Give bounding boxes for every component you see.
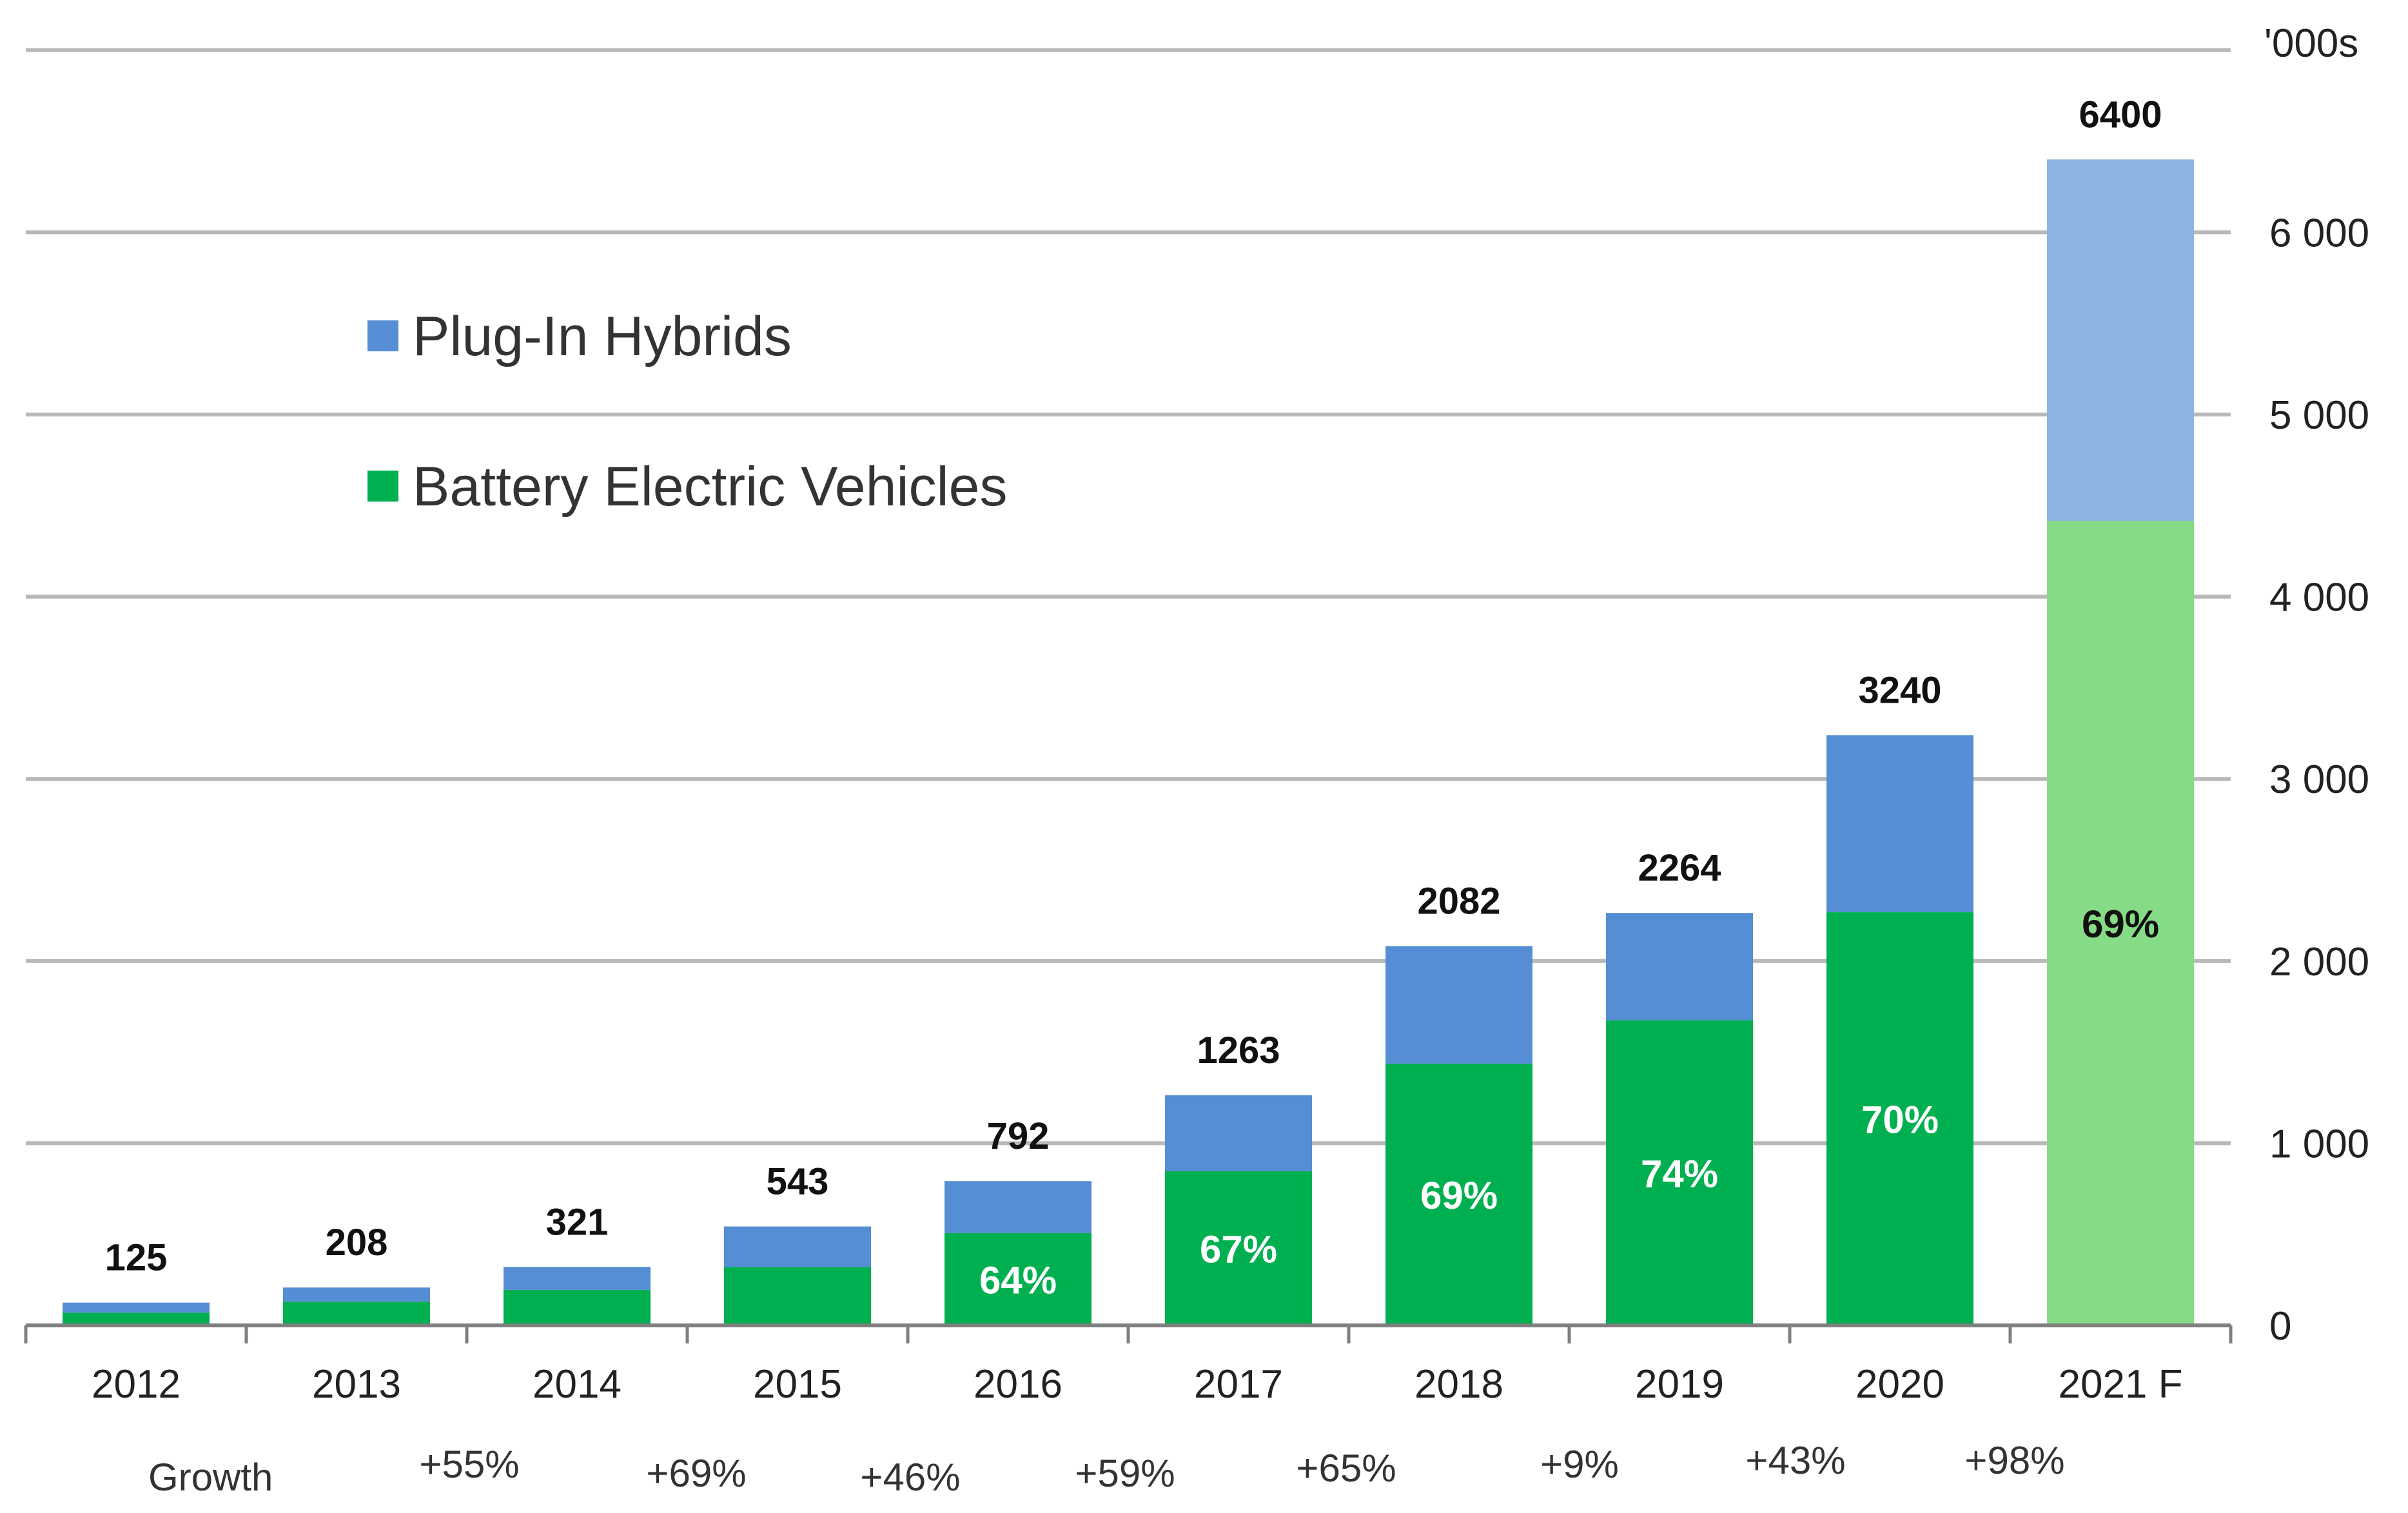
bar-bev-2019 bbox=[1606, 1020, 1753, 1325]
bar-phev-2021-f bbox=[2047, 159, 2194, 522]
x-tick-label-2016: 2016 bbox=[974, 1362, 1062, 1407]
bev-share-label-2017: 67% bbox=[1200, 1227, 1277, 1271]
bar-phev-2012 bbox=[63, 1302, 210, 1313]
x-tick-label-2013: 2013 bbox=[312, 1362, 401, 1407]
bar-bev-2012 bbox=[63, 1313, 210, 1325]
x-tick-label-2015: 2015 bbox=[753, 1362, 842, 1407]
bar-bev-2016 bbox=[945, 1233, 1091, 1325]
bar-bev-2015 bbox=[724, 1267, 871, 1325]
bar-phev-2013 bbox=[283, 1287, 430, 1302]
x-tick-label-2018: 2018 bbox=[1414, 1362, 1503, 1407]
y-tick-label-6000: 6 000 bbox=[2269, 211, 2369, 255]
legend: Plug-In Hybrids Battery Electric Vehicle… bbox=[367, 306, 1007, 518]
bev-share-label-2019: 74% bbox=[1641, 1152, 1718, 1195]
y-tick-label-2000: 2 000 bbox=[2269, 940, 2369, 984]
y-unit-label: '000s bbox=[2264, 21, 2358, 66]
x-tick-label-2017: 2017 bbox=[1194, 1362, 1283, 1407]
x-tick-label-2014: 2014 bbox=[533, 1362, 622, 1407]
y-tick-label-1000: 1 000 bbox=[2269, 1122, 2369, 1166]
growth-label-5: +65% bbox=[1296, 1447, 1396, 1490]
total-label-2013: 208 bbox=[326, 1222, 388, 1264]
bev-share-label-2018: 69% bbox=[1420, 1174, 1498, 1217]
gridlines bbox=[26, 48, 2231, 1146]
bev-share-label-2021-f: 69% bbox=[2082, 903, 2159, 946]
growth-label-1: +55% bbox=[419, 1443, 519, 1486]
bev-share-label-2020: 70% bbox=[1861, 1098, 1939, 1142]
x-tick-label-2020: 2020 bbox=[1855, 1362, 1944, 1407]
total-label-2017: 1263 bbox=[1197, 1030, 1280, 1071]
growth-title: Growth bbox=[148, 1456, 273, 1499]
growth-label-3: +46% bbox=[860, 1456, 960, 1499]
bars bbox=[63, 159, 2194, 1326]
total-label-2012: 125 bbox=[105, 1237, 168, 1279]
bar-phev-2015 bbox=[724, 1226, 871, 1267]
total-label-2014: 321 bbox=[546, 1201, 609, 1243]
y-tick-label-0: 0 bbox=[2269, 1304, 2291, 1349]
y-tick-label-5000: 5 000 bbox=[2269, 393, 2369, 438]
legend-label-plug-in-hybrids: Plug-In Hybrids bbox=[413, 306, 792, 367]
bar-bev-2021-f bbox=[2047, 521, 2194, 1326]
total-label-2015: 543 bbox=[767, 1161, 829, 1203]
bar-bev-2014 bbox=[504, 1289, 651, 1325]
growth-label-4: +59% bbox=[1075, 1452, 1175, 1495]
bar-phev-2016 bbox=[945, 1181, 1091, 1233]
legend-swatch-battery-electric-vehicles bbox=[367, 471, 398, 502]
bar-bev-2017 bbox=[1165, 1171, 1312, 1325]
bar-phev-2018 bbox=[1385, 946, 1532, 1064]
total-label-2019: 2264 bbox=[1638, 847, 1721, 889]
bar-bev-2020 bbox=[1826, 912, 1973, 1325]
y-tick-label-3000: 3 000 bbox=[2269, 757, 2369, 802]
growth-label-6: +9% bbox=[1540, 1443, 1619, 1486]
bev-share-label-2016: 64% bbox=[979, 1258, 1057, 1302]
growth-label-7: +43% bbox=[1745, 1439, 1845, 1482]
bar-phev-2017 bbox=[1165, 1095, 1312, 1171]
bar-phev-2020 bbox=[1826, 735, 1973, 913]
axes: 0 1 000 2 000 3 000 4 000 5 000 6 000 '000s bbox=[24, 21, 2369, 1349]
x-tick-label-2021-f: 2021 F bbox=[2058, 1362, 2182, 1407]
bar-bev-2013 bbox=[283, 1302, 430, 1325]
x-tick-label-2019: 2019 bbox=[1635, 1362, 1724, 1407]
total-label-2016: 792 bbox=[987, 1115, 1050, 1157]
bar-phev-2019 bbox=[1606, 913, 1753, 1020]
bar-phev-2014 bbox=[504, 1267, 651, 1290]
bar-bev-2018 bbox=[1385, 1063, 1532, 1325]
y-tick-label-4000: 4 000 bbox=[2269, 576, 2369, 620]
total-label-2020: 3240 bbox=[1858, 669, 1941, 711]
legend-label-battery-electric-vehicles: Battery Electric Vehicles bbox=[413, 456, 1007, 518]
total-label-2021-f: 6400 bbox=[2079, 93, 2162, 135]
x-tick-label-2012: 2012 bbox=[92, 1362, 181, 1407]
labels: 125 2012 208 2013 321 2014 543 2015 792 64% 2016 12… bbox=[92, 93, 2182, 1499]
total-label-2018: 2082 bbox=[1417, 881, 1500, 922]
growth-label-2: +69% bbox=[646, 1452, 746, 1495]
growth-label-8: +98% bbox=[1964, 1439, 2064, 1482]
legend-swatch-plug-in-hybrids bbox=[367, 320, 398, 351]
